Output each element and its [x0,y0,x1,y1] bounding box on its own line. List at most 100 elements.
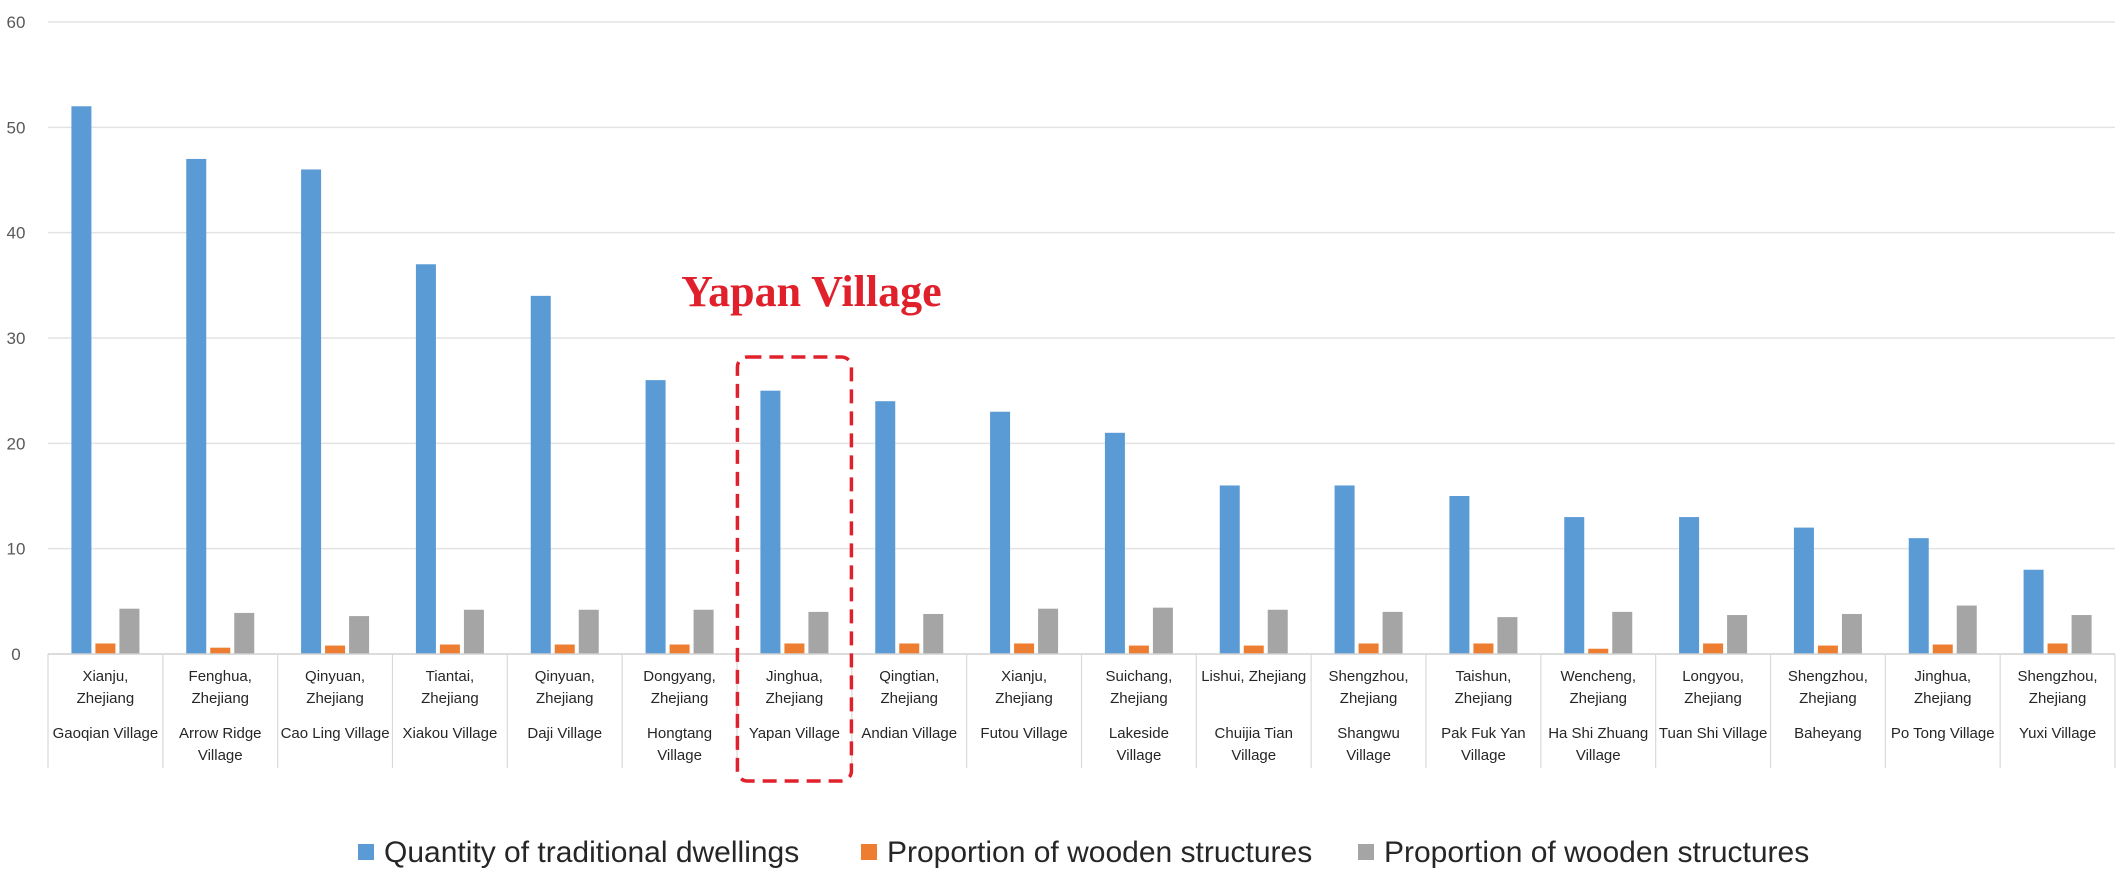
category-region-line2: Zhejiang [306,690,364,707]
legend-label: Proportion of wooden structures [887,836,1312,869]
bar [1334,485,1355,654]
category-village-name: Village [1576,747,1621,764]
bar [349,616,370,654]
legend-item: Proportion of wooden structures [861,836,1312,869]
bar [1817,645,1838,654]
category-village-name: Village [1117,747,1162,764]
bar [645,380,666,654]
category-label: Xianju, Zhejiang Gaoqian Village [53,668,159,742]
bar [578,609,599,654]
bar [1128,645,1149,654]
category-region-line1: Shengzhou, [2018,668,2098,685]
bar [1449,496,1470,654]
bar [2047,643,2068,654]
category-region-line1: Lishui, Zhejiang [1201,668,1306,685]
category-region-line2: Zhejiang [651,690,709,707]
legend-label: Proportion of wooden structures [1384,836,1809,869]
category-label: Shengzhou, Zhejiang Shangwu Village [1329,668,1409,764]
bar [784,643,805,654]
category-label: Qinyuan, Zhejiang Daji Village [527,668,602,742]
y-axis-ticks: 0 10 20 30 40 50 60 [7,13,26,664]
category-region-line2: Zhejiang [880,690,938,707]
category-region-line1: Shengzhou, [1788,668,1868,685]
y-tick-label: 0 [11,645,20,664]
bar [71,106,92,655]
category-region-line2: Zhejiang [1684,690,1742,707]
category-village-name: Village [1461,747,1506,764]
bar [1152,607,1173,654]
bar [1382,611,1403,654]
category-village-name: Lakeside [1109,725,1169,742]
bar [669,644,690,654]
bars [71,106,2092,655]
legend-swatch [358,844,374,860]
bar [1841,613,1862,654]
category-region-line2: Zhejiang [995,690,1053,707]
bar [415,264,436,654]
category-label: Jinghua, Zhejiang Po Tong Village [1891,668,1995,742]
category-region-line1: Qinyuan, [535,668,595,685]
category-region-line1: Shengzhou, [1329,668,1409,685]
category-village-name: Tuan Shi Village [1659,725,1767,742]
bar [1358,643,1379,654]
category-village-name: Shangwu [1337,725,1400,742]
gridlines [48,21,2115,550]
category-village-name: Yapan Village [749,725,840,742]
category-village-name: Futou Village [980,725,1067,742]
category-region-line1: Suichang, [1106,668,1173,685]
category-village-name: Baheyang [1794,725,1862,742]
bar [875,401,896,654]
bar [463,609,484,654]
category-village-name: Chuijia Tian [1215,725,1293,742]
category-label: Qingtian, Zhejiang Andian Village [861,668,957,742]
legend-label: Quantity of traditional dwellings [384,836,799,869]
category-village-name: Gaoqian Village [53,725,159,742]
y-tick-label: 30 [7,329,26,348]
bar [1014,643,1035,654]
bar [923,613,944,654]
category-region-line2: Zhejiang [1799,690,1857,707]
bar [1703,643,1724,654]
category-label: Jinghua, Zhejiang Yapan Village [749,668,840,742]
category-region-line1: Xianju, [1001,668,1047,685]
category-label: Qinyuan, Zhejiang Cao Ling Village [281,668,390,742]
bar [234,612,255,654]
category-label: Longyou, Zhejiang Tuan Shi Village [1659,668,1767,742]
category-village-name: Pak Fuk Yan [1441,725,1526,742]
category-region-line1: Longyou, [1682,668,1744,685]
category-region-line1: Fenghua, [189,668,252,685]
category-region-line1: Taishun, [1455,668,1511,685]
bar [1612,611,1633,654]
category-region-line2: Zhejiang [1914,690,1972,707]
bar [990,411,1011,654]
bar [530,295,551,654]
category-label: Shengzhou, Zhejiang Yuxi Village [2018,668,2098,742]
category-region-line1: Dongyang, [643,668,716,685]
category-region-line2: Zhejiang [1110,690,1168,707]
bar [1908,538,1929,654]
category-village-name: Andian Village [861,725,957,742]
category-label: Xianju, Zhejiang Futou Village [980,668,1067,742]
bar [1038,608,1059,654]
category-label: Shengzhou, Zhejiang Baheyang [1788,668,1868,742]
category-region-line2: Zhejiang [766,690,824,707]
category-label: Dongyang, Zhejiang Hongtang Village [643,668,716,764]
bar [1932,644,1953,654]
bar [1267,609,1288,654]
category-region-line1: Qingtian, [879,668,939,685]
category-label: Wencheng, Zhejiang Ha Shi Zhuang Village [1548,668,1648,764]
legend: Quantity of traditional dwellings Proport… [358,836,1809,869]
category-label: Fenghua, Zhejiang Arrow Ridge Village [179,668,262,764]
category-region-line1: Qinyuan, [305,668,365,685]
highlight-box [735,355,854,783]
category-region-line2: Zhejiang [536,690,594,707]
category-village-name: Ha Shi Zhuang [1548,725,1648,742]
bar [2071,615,2092,654]
bar [186,158,207,654]
bar [210,647,231,654]
category-village-name: Village [657,747,702,764]
bar [808,611,829,654]
category-village-name: Village [1231,747,1276,764]
series-1 [71,106,2044,655]
